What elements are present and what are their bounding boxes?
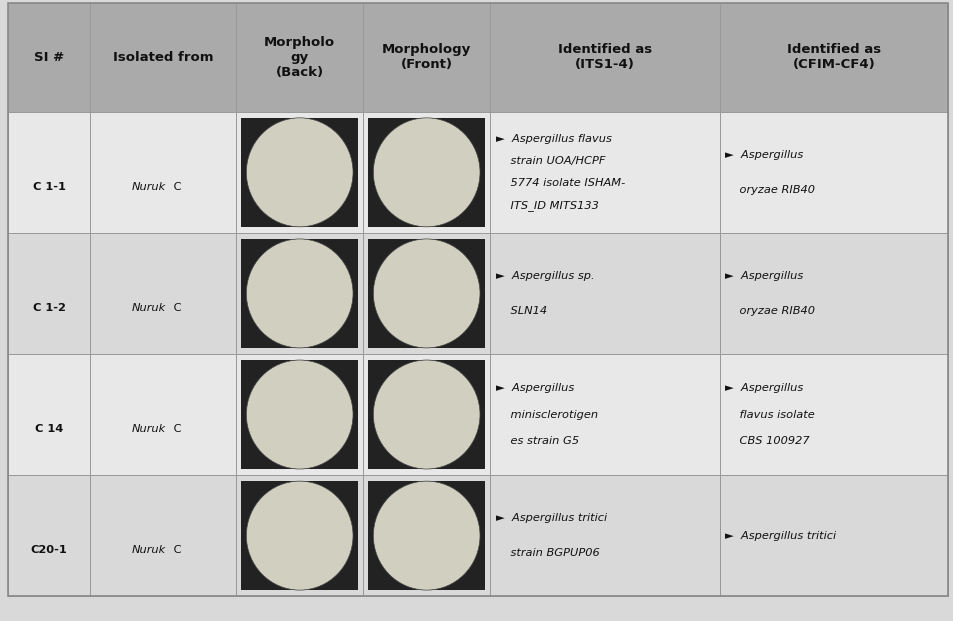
Ellipse shape [373,481,479,590]
Bar [241,239,357,348]
Ellipse shape [246,481,353,590]
Ellipse shape [246,118,353,227]
Bar [719,475,947,596]
Bar [8,3,91,112]
Text: 5774 isolate ISHAM-: 5774 isolate ISHAM- [496,178,624,188]
Text: C 1-1: C 1-1 [32,182,66,192]
Text: ►  Aspergillus: ► Aspergillus [496,383,574,392]
Bar [719,233,947,354]
Text: Isolated from: Isolated from [113,51,213,64]
Text: ►  Aspergillus sp.: ► Aspergillus sp. [496,271,594,281]
Ellipse shape [246,360,353,469]
Text: strain UOA/HCPF: strain UOA/HCPF [496,156,604,166]
Bar [91,112,236,233]
Text: ►  Aspergillus: ► Aspergillus [724,271,802,281]
Bar [363,475,490,596]
Bar [8,475,91,596]
Text: minisclerotigen: minisclerotigen [496,409,598,420]
Bar [490,233,719,354]
Bar [719,354,947,475]
Ellipse shape [373,118,479,227]
Text: SI #: SI # [34,51,64,64]
Bar [8,233,91,354]
Text: C: C [170,424,181,434]
Bar [91,3,236,112]
Bar [236,3,363,112]
Text: C 1-2: C 1-2 [32,303,66,313]
Bar [236,354,363,475]
Text: Nuruk: Nuruk [132,424,165,434]
Text: C 14: C 14 [35,424,63,434]
Text: oryzae RIB40: oryzae RIB40 [724,184,815,194]
Text: C: C [170,303,181,313]
Bar [363,233,490,354]
Bar [241,481,357,590]
Ellipse shape [373,360,479,469]
Bar [91,475,236,596]
Ellipse shape [373,239,479,348]
Bar [363,112,490,233]
Text: Nuruk: Nuruk [132,303,165,313]
Bar [368,360,484,469]
Text: es strain G5: es strain G5 [496,437,578,446]
Text: C: C [170,545,181,555]
Bar [91,354,236,475]
Text: flavus isolate: flavus isolate [724,409,814,420]
Bar [368,118,484,227]
Bar [368,239,484,348]
Text: ►  Aspergillus tritici: ► Aspergillus tritici [724,530,836,541]
Text: Nuruk: Nuruk [132,182,165,192]
Text: ►  Aspergillus flavus: ► Aspergillus flavus [496,134,611,144]
Bar [490,354,719,475]
Text: oryzae RIB40: oryzae RIB40 [724,306,815,315]
Text: Morphology
(Front): Morphology (Front) [381,43,471,71]
Text: Morpholo
gy
(Back): Morpholo gy (Back) [264,36,335,79]
Text: C: C [170,182,181,192]
Bar [91,233,236,354]
Bar [368,481,484,590]
Text: CBS 100927: CBS 100927 [724,437,809,446]
Bar [236,475,363,596]
Bar [236,233,363,354]
Bar [8,112,91,233]
Bar [236,112,363,233]
Text: ITS_ID MITS133: ITS_ID MITS133 [496,200,598,211]
Bar [490,475,719,596]
Bar [241,360,357,469]
Text: Identified as
(CFIM-CF4): Identified as (CFIM-CF4) [786,43,881,71]
Bar [241,118,357,227]
Bar [719,3,947,112]
Bar [719,112,947,233]
Bar [8,354,91,475]
Text: ►  Aspergillus: ► Aspergillus [724,150,802,160]
Text: strain BGPUP06: strain BGPUP06 [496,548,599,558]
Bar [490,3,719,112]
Text: SLN14: SLN14 [496,306,546,315]
Bar [363,3,490,112]
Text: C20-1: C20-1 [30,545,68,555]
Bar [490,112,719,233]
Text: Nuruk: Nuruk [132,545,165,555]
Text: Identified as
(ITS1-4): Identified as (ITS1-4) [558,43,651,71]
Text: ►  Aspergillus tritici: ► Aspergillus tritici [496,514,606,524]
Bar [363,354,490,475]
Ellipse shape [246,239,353,348]
Text: ►  Aspergillus: ► Aspergillus [724,383,802,392]
